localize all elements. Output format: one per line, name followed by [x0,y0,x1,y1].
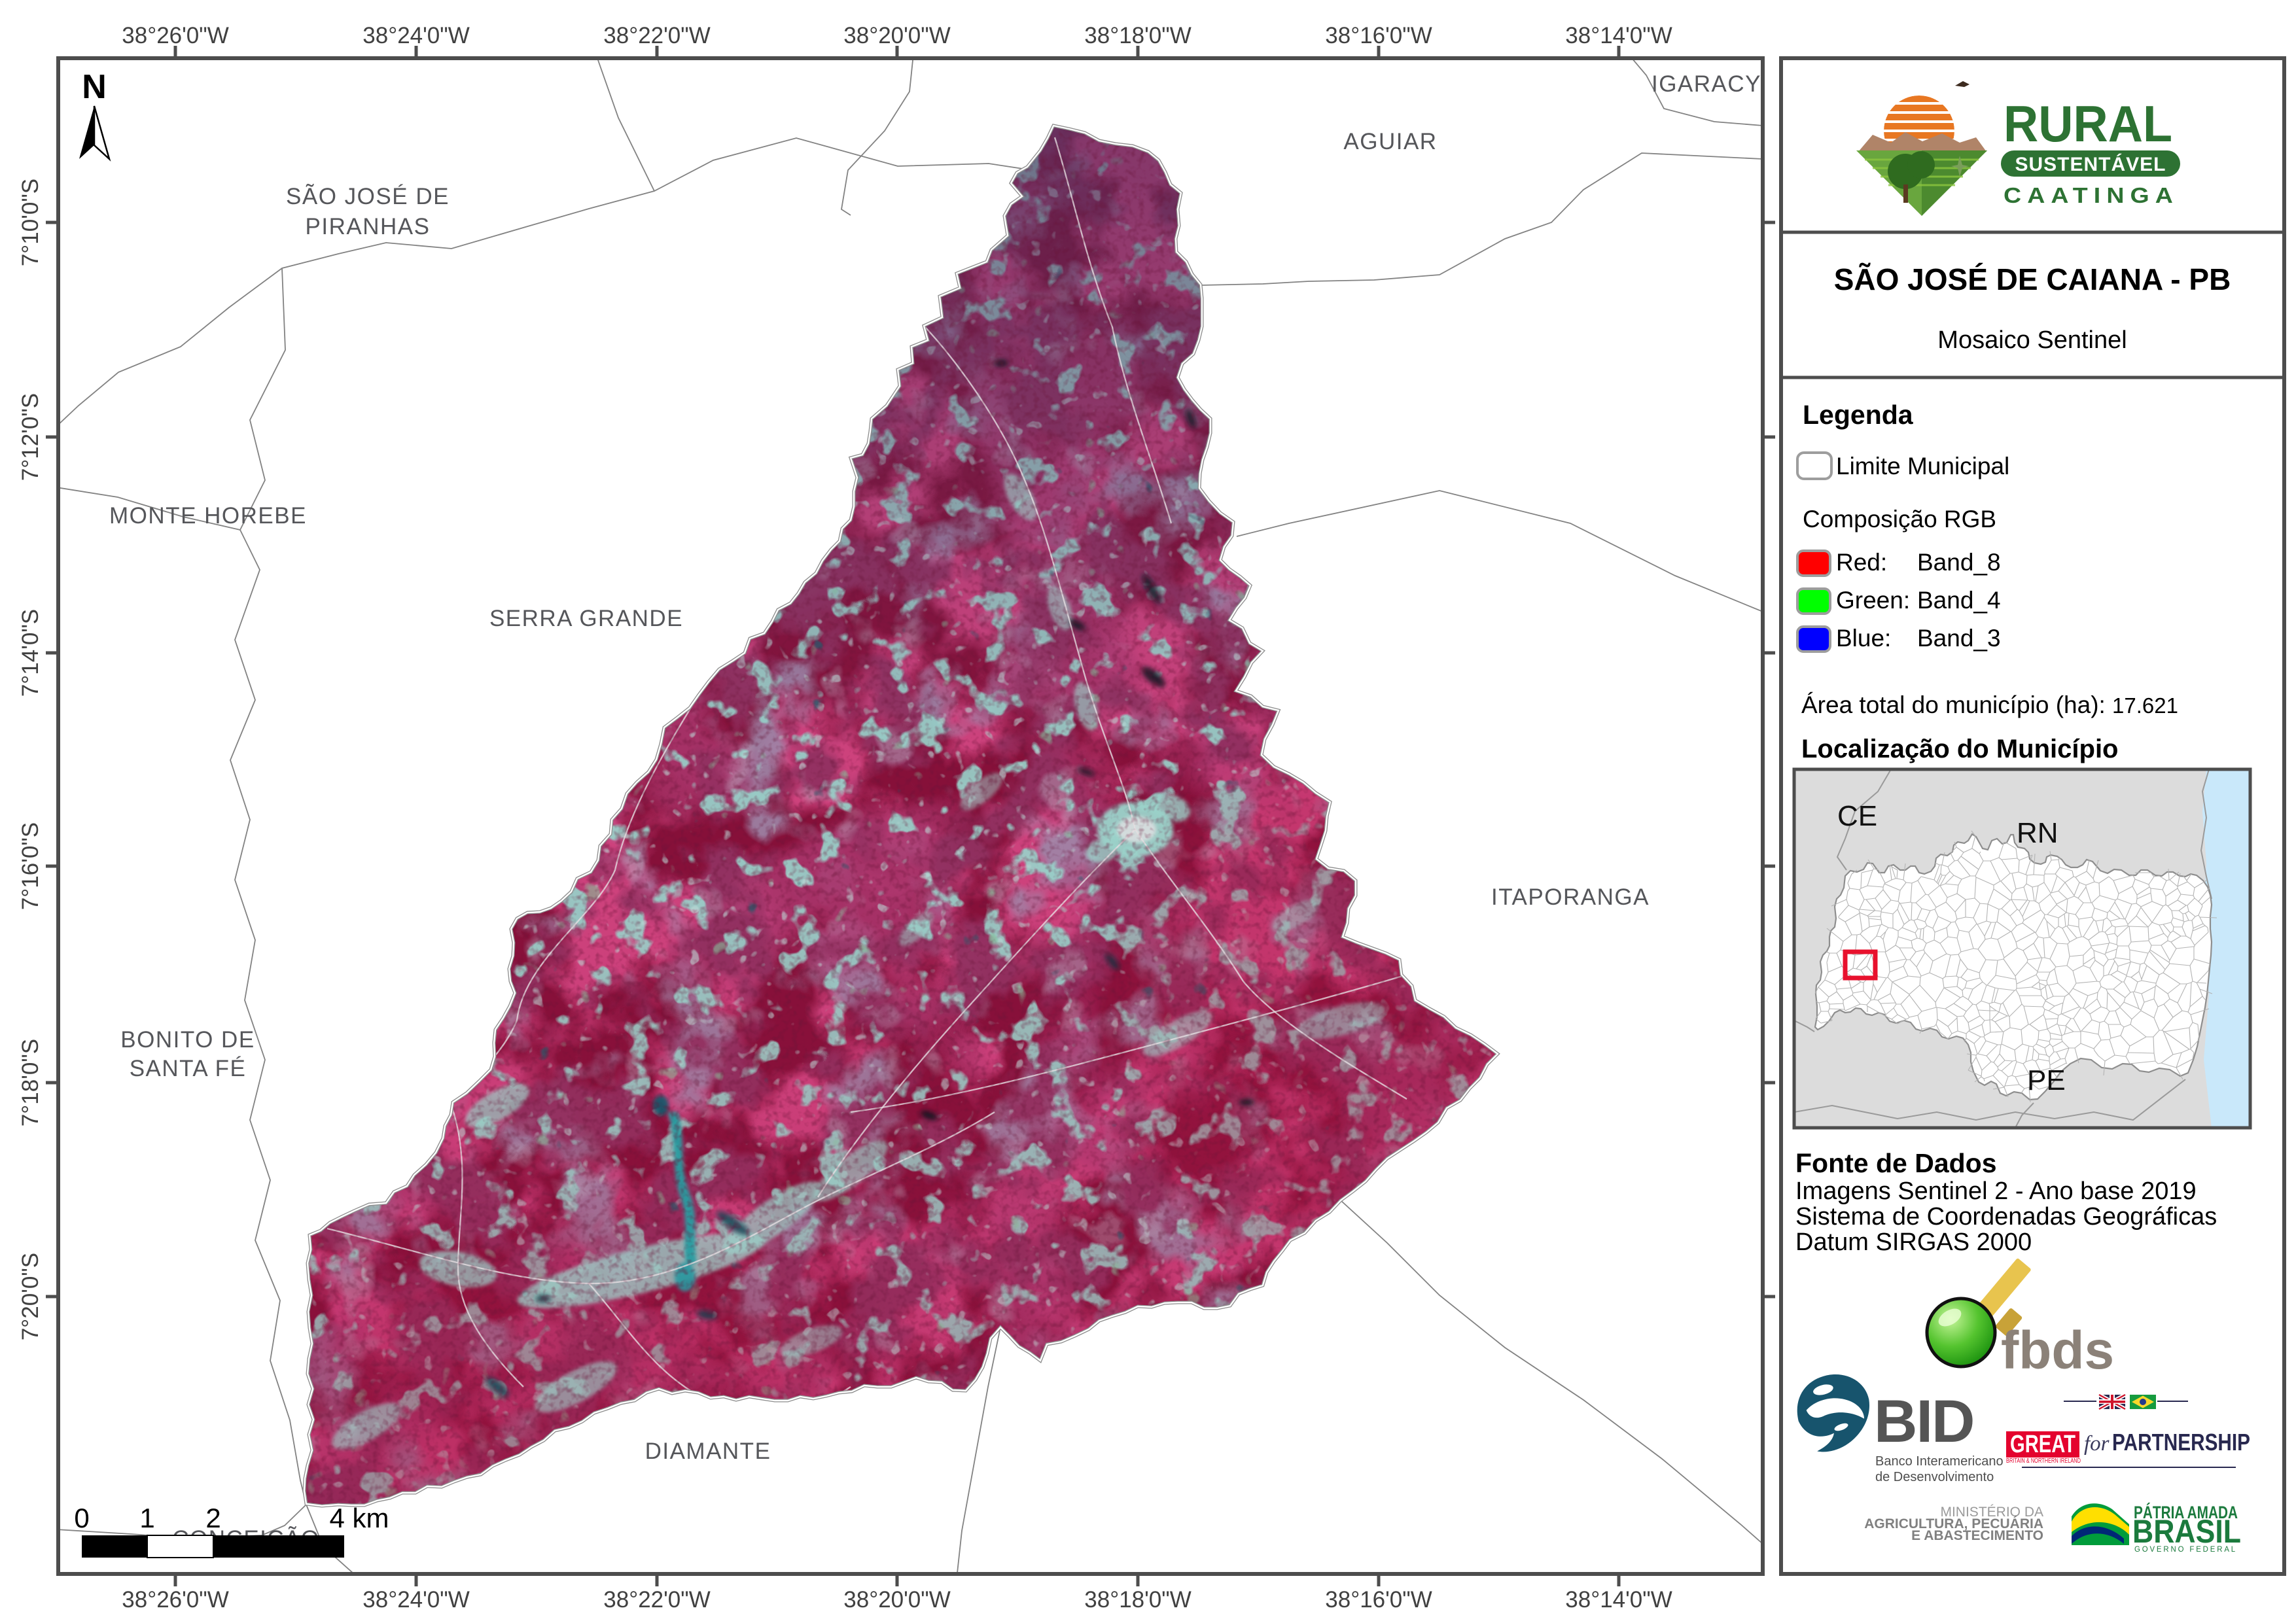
svg-text:BONITO DE: BONITO DE [120,1027,255,1053]
svg-text:IGARACY: IGARACY [1651,71,1761,97]
svg-text:Blue:: Blue: [1836,625,1891,652]
svg-text:Band_8: Band_8 [1917,549,2001,576]
svg-text:1: 1 [139,1503,154,1533]
svg-text:7°18'0"S: 7°18'0"S [18,1039,43,1126]
svg-text:CAATINGA: CAATINGA [2004,183,2179,207]
svg-text:AGRICULTURA, PECUÁRIA: AGRICULTURA, PECUÁRIA [1864,1516,2043,1531]
svg-text:0: 0 [74,1503,89,1533]
svg-text:ITAPORANGA: ITAPORANGA [1491,884,1650,910]
svg-text:SANTA FÉ: SANTA FÉ [130,1056,247,1081]
svg-text:38°14'0"W: 38°14'0"W [1565,1587,1672,1613]
svg-text:fbds: fbds [2001,1321,2114,1380]
svg-text:38°22'0"W: 38°22'0"W [603,1587,710,1613]
svg-text:7°16'0"S: 7°16'0"S [18,822,43,910]
svg-text:Green:: Green: [1836,587,1910,614]
svg-text:17.621: 17.621 [2112,693,2178,718]
svg-text:Datum SIRGAS 2000: Datum SIRGAS 2000 [1795,1229,2032,1256]
svg-text:38°22'0"W: 38°22'0"W [603,23,710,48]
svg-text:Limite Municipal: Limite Municipal [1836,453,2009,480]
svg-text:Sistema de Coordenadas Geográf: Sistema de Coordenadas Geográficas [1795,1203,2217,1230]
svg-text:Mosaico Sentinel: Mosaico Sentinel [1937,326,2127,354]
svg-text:RN: RN [2017,817,2058,849]
svg-text:38°26'0"W: 38°26'0"W [122,23,228,48]
svg-text:GREAT: GREAT [2010,1431,2075,1458]
svg-text:38°24'0"W: 38°24'0"W [362,1587,469,1613]
svg-text:BRASIL: BRASIL [2132,1513,2241,1550]
svg-text:38°16'0"W: 38°16'0"W [1325,23,1432,48]
svg-text:Band_3: Band_3 [1917,625,2001,652]
svg-text:Composição RGB: Composição RGB [1803,506,1996,532]
svg-text:Localização do Município: Localização do Município [1801,735,2119,763]
svg-text:38°16'0"W: 38°16'0"W [1325,1587,1432,1613]
svg-text:4 km: 4 km [329,1503,389,1533]
svg-text:SÃO JOSÉ DE CAIANA - PB: SÃO JOSÉ DE CAIANA - PB [1834,262,2231,296]
svg-text:CE: CE [1837,800,1877,832]
svg-text:38°26'0"W: 38°26'0"W [122,1587,228,1613]
svg-text:E ABASTECIMENTO: E ABASTECIMENTO [1911,1528,2043,1543]
svg-text:PARTNERSHIP: PARTNERSHIP [2112,1429,2250,1456]
svg-text:Imagens Sentinel 2 - Ano base: Imagens Sentinel 2 - Ano base 2019 [1795,1178,2197,1205]
svg-text:Band_4: Band_4 [1917,587,2001,614]
svg-text:38°18'0"W: 38°18'0"W [1084,23,1191,48]
svg-text:SUSTENTÁVEL: SUSTENTÁVEL [2015,153,2166,175]
svg-text:PÁTRIA AMADA: PÁTRIA AMADA [2134,1502,2238,1522]
svg-text:7°20'0"S: 7°20'0"S [18,1253,43,1340]
svg-text:Banco Interamericano: Banco Interamericano [1875,1454,2004,1469]
svg-text:2: 2 [205,1503,221,1533]
svg-text:BID: BID [1874,1388,1973,1455]
svg-text:7°10'0"S: 7°10'0"S [18,179,43,266]
svg-text:38°20'0"W: 38°20'0"W [843,23,950,48]
svg-text:GOVERNO FEDERAL: GOVERNO FEDERAL [2134,1544,2237,1554]
svg-text:7°12'0"S: 7°12'0"S [18,393,43,481]
svg-text:MONTE HOREBE: MONTE HOREBE [109,503,307,529]
svg-text:AGUIAR: AGUIAR [1343,129,1437,154]
svg-text:Red:: Red: [1836,549,1887,576]
svg-text:PIRANHAS: PIRANHAS [306,214,431,239]
svg-text:de Desenvolvimento: de Desenvolvimento [1875,1470,1994,1484]
svg-text:N: N [82,68,107,106]
svg-text:PE: PE [2027,1064,2066,1096]
svg-text:38°18'0"W: 38°18'0"W [1084,1587,1191,1613]
svg-text:SERRA GRANDE: SERRA GRANDE [489,606,683,631]
svg-text:38°20'0"W: 38°20'0"W [843,1587,950,1613]
svg-text:MINISTÉRIO DA: MINISTÉRIO DA [1940,1505,2043,1520]
svg-text:BRITAIN & NORTHERN IRELAND: BRITAIN & NORTHERN IRELAND [2006,1457,2081,1465]
svg-text:DIAMANTE: DIAMANTE [645,1439,771,1464]
svg-text:RURAL: RURAL [2004,95,2172,152]
svg-text:38°14'0"W: 38°14'0"W [1565,23,1672,48]
svg-text:Área total do município (ha):: Área total do município (ha): [1801,691,2106,718]
svg-text:7°14'0"S: 7°14'0"S [18,609,43,697]
svg-text:Legenda: Legenda [1803,400,1914,430]
svg-text:SÃO JOSÉ DE: SÃO JOSÉ DE [286,184,450,209]
svg-text:38°24'0"W: 38°24'0"W [362,23,469,48]
svg-text:for: for [2084,1432,2110,1456]
svg-text:Fonte de Dados: Fonte de Dados [1795,1148,1997,1178]
